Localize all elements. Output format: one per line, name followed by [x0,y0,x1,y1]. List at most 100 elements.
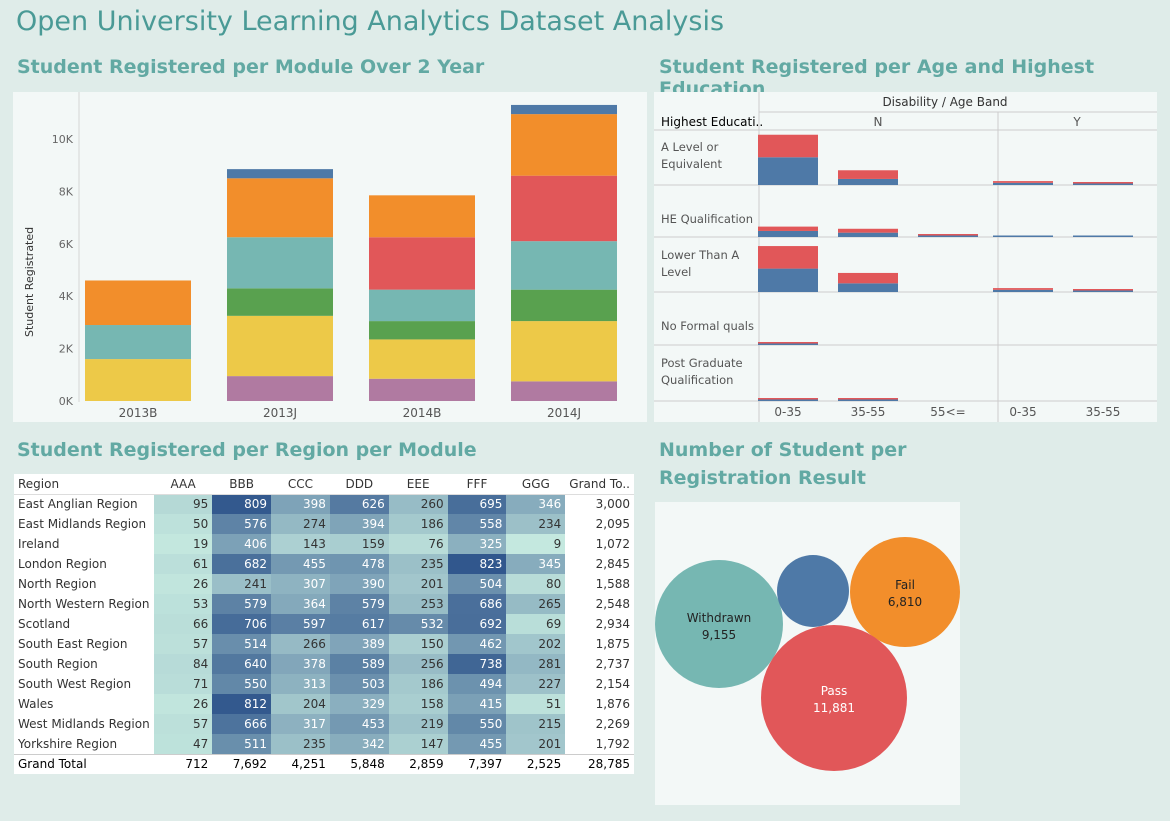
region-cell[interactable]: 159 [329,534,389,554]
region-cell[interactable]: 626 [329,494,389,514]
age-education-chart[interactable]: Disability / Age Band Highest Educati.. … [654,92,1157,422]
region-cell[interactable]: 201 [388,574,448,594]
region-cell[interactable]: 147 [388,734,448,754]
module-bar-segment[interactable] [369,321,475,340]
region-cell[interactable]: 95 [153,494,213,514]
region-cell[interactable]: 394 [329,514,389,534]
age-bar-segment[interactable] [758,399,818,402]
region-row[interactable]: North Western Region 53 579 364 579 253 686 265… [14,594,634,614]
age-bar-segment[interactable] [758,134,818,158]
bubble-blue[interactable] [777,555,849,627]
bubble-pass[interactable] [761,625,907,771]
module-bar-segment[interactable] [85,359,191,401]
region-cell[interactable]: 202 [506,634,566,654]
region-cell[interactable]: 738 [447,654,507,674]
region-cell[interactable]: 256 [388,654,448,674]
region-cell[interactable]: 57 [153,634,213,654]
region-cell[interactable]: 345 [506,554,566,574]
region-cell[interactable]: 69 [506,614,566,634]
region-row[interactable]: Yorkshire Region 47 511 235 342 147 455 201 1,79… [14,734,634,754]
region-cell[interactable]: 415 [447,694,507,714]
age-bar-segment[interactable] [993,235,1053,238]
region-cell[interactable]: 219 [388,714,448,734]
region-cell[interactable]: 406 [212,534,272,554]
region-cell[interactable]: 50 [153,514,213,534]
age-bar-segment[interactable] [838,228,898,233]
region-cell[interactable]: 186 [388,514,448,534]
module-bar-segment[interactable] [369,339,475,379]
region-cell[interactable]: 706 [212,614,272,634]
age-bar-segment[interactable] [918,235,978,238]
region-row[interactable]: East Anglian Region 95 809 398 626 260 695 346 3… [14,494,634,514]
region-cell[interactable]: 462 [447,634,507,654]
age-bar-segment[interactable] [838,232,898,237]
region-col-header[interactable]: BBB [212,474,272,495]
region-cell[interactable]: 281 [506,654,566,674]
module-bar-segment[interactable] [369,237,475,290]
region-cell[interactable]: 455 [447,734,507,754]
region-cell[interactable]: 478 [329,554,389,574]
region-cell[interactable]: 57 [153,714,213,734]
region-cell[interactable]: 511 [212,734,272,754]
age-bar-segment[interactable] [918,234,978,236]
region-table[interactable]: Region AAA BBB CCC DDD EEE FFF GGG Grand To.. Ea… [14,474,634,774]
module-bar-segment[interactable] [369,195,475,238]
region-cell[interactable]: 227 [506,674,566,694]
region-cell[interactable]: 26 [153,574,213,594]
module-bar-segment[interactable] [369,378,475,401]
region-cell[interactable]: 809 [212,494,272,514]
age-bar-segment[interactable] [838,272,898,284]
module-bar-segment[interactable] [85,280,191,326]
module-bar-segment[interactable] [227,178,333,238]
region-cell[interactable]: 329 [329,694,389,714]
region-cell[interactable]: 579 [212,594,272,614]
region-cell[interactable]: 53 [153,594,213,614]
region-cell[interactable]: 150 [388,634,448,654]
region-cell[interactable]: 260 [388,494,448,514]
module-bar-segment[interactable] [369,289,475,322]
region-cell[interactable]: 576 [212,514,272,534]
module-bar-segment[interactable] [511,241,617,290]
region-cell[interactable]: 692 [447,614,507,634]
module-bar-segment[interactable] [227,237,333,289]
region-row[interactable]: Scotland 66 706 597 617 532 692 69 2,934 [14,614,634,634]
region-cell[interactable]: 84 [153,654,213,674]
region-row[interactable]: London Region 61 682 455 478 235 823 345 2,845 [14,554,634,574]
region-col-header[interactable]: DDD [329,474,389,495]
age-bar-segment[interactable] [758,230,818,237]
region-cell[interactable]: 589 [329,654,389,674]
region-cell[interactable]: 235 [388,554,448,574]
age-bar-segment[interactable] [838,283,898,292]
age-bar-segment[interactable] [1073,182,1133,184]
bubble-fail[interactable] [850,537,960,647]
age-bar-segment[interactable] [993,288,1053,290]
region-cell[interactable]: 695 [447,494,507,514]
module-bar-segment[interactable] [511,381,617,401]
region-cell[interactable]: 389 [329,634,389,654]
region-cell[interactable]: 143 [271,534,330,554]
region-cell[interactable]: 666 [212,714,272,734]
region-cell[interactable]: 61 [153,554,213,574]
age-bar-segment[interactable] [758,268,818,292]
age-bar-segment[interactable] [1073,235,1133,238]
age-bar-segment[interactable] [758,342,818,344]
age-bar-segment[interactable] [1073,183,1133,186]
region-cell[interactable]: 201 [506,734,566,754]
module-bar-segment[interactable] [511,104,617,115]
region-cell[interactable]: 686 [447,594,507,614]
region-cell[interactable]: 234 [506,514,566,534]
region-cell[interactable]: 215 [506,714,566,734]
region-cell[interactable]: 186 [388,674,448,694]
age-bar-segment[interactable] [838,399,898,402]
region-col-header[interactable]: AAA [153,474,213,495]
region-col-header[interactable]: EEE [388,474,448,495]
module-bar-segment[interactable] [227,288,333,316]
region-cell[interactable]: 76 [388,534,448,554]
region-row[interactable]: West Midlands Region 57 666 317 453 219 550 215… [14,714,634,734]
region-cell[interactable]: 204 [271,694,330,714]
module-bar-segment[interactable] [85,325,191,360]
region-cell[interactable]: 823 [447,554,507,574]
region-cell[interactable]: 66 [153,614,213,634]
region-cell[interactable]: 241 [212,574,272,594]
age-bar-segment[interactable] [758,246,818,269]
